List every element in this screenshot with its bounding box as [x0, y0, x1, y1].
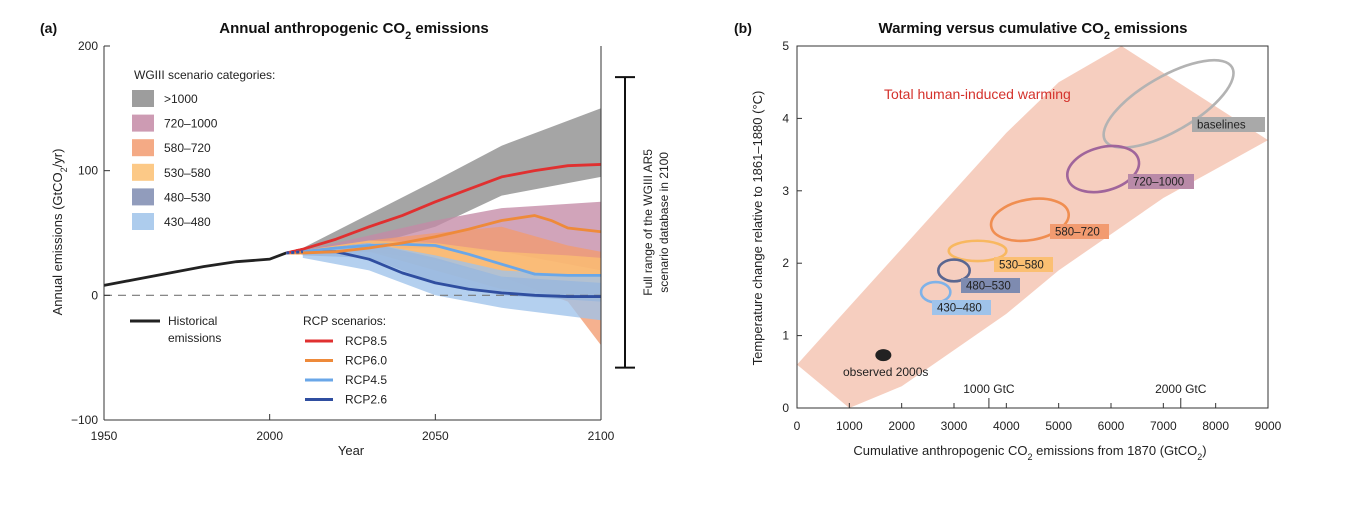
- tag-580-720: 580–720: [1055, 227, 1100, 239]
- xtick-label: 2050: [422, 429, 449, 443]
- tag-530-580: 530–580: [999, 260, 1044, 272]
- xtick-label: 7000: [1150, 419, 1177, 433]
- panel-a-label: (a): [40, 20, 57, 36]
- panel-a-title: Annual anthropogenic CO2 emissions: [219, 20, 489, 42]
- ytick-label: 0: [91, 288, 98, 302]
- band-1000: [302, 108, 601, 255]
- tag-430-480: 430–480: [937, 303, 982, 315]
- tag-bg-580-720: [1050, 224, 1109, 239]
- ytick-label: 1: [782, 329, 789, 343]
- xtick-label: 1000: [836, 419, 863, 433]
- legend-label-1000: >1000: [164, 92, 198, 106]
- ellipse-530-580: [947, 239, 1008, 263]
- legend-historical-label-1: Historical: [168, 314, 217, 328]
- tag-720-1000: 720–1000: [1133, 177, 1184, 189]
- gtc-tick-label: 2000 GtC: [1155, 382, 1207, 396]
- xtick-label: 1950: [91, 429, 118, 443]
- legend-label-rcp8-5: RCP8.5: [345, 334, 387, 348]
- historical-line: [103, 251, 287, 287]
- panel-b-title: Warming versus cumulative CO2 emissions: [878, 20, 1187, 42]
- ytick-label: 4: [782, 111, 789, 125]
- observed-label: observed 2000s: [843, 365, 928, 379]
- ytick-label: 2: [782, 256, 789, 270]
- band-label: Total human-induced warming: [884, 86, 1071, 102]
- xtick-label: 2100: [588, 429, 615, 443]
- tag-bg-530-580: [994, 257, 1053, 272]
- panel-a-ylabel: Annual emissions (GtCO2/yr): [50, 149, 69, 316]
- legend-swatch-580-720: [132, 139, 154, 157]
- range-annotation-2: scenario database in 2100: [657, 152, 671, 293]
- ytick-label: 3: [782, 184, 789, 198]
- panel-b-label: (b): [734, 20, 752, 36]
- ytick-label: 0: [782, 401, 789, 415]
- legend-label-480-530: 480–530: [164, 190, 211, 204]
- legend-swatch-430-480: [132, 213, 154, 230]
- legend-swatch-1000: [132, 90, 154, 107]
- panel-b-frame: [796, 45, 1269, 409]
- ellipse-720-1000: [1066, 144, 1141, 194]
- ytick-label: −100: [71, 413, 98, 427]
- tag-baselines: baselines: [1197, 120, 1246, 132]
- panel-b-plot: Total human-induced warming baselines 720–…: [782, 39, 1281, 433]
- xtick-label: 4000: [993, 419, 1020, 433]
- tag-bg-720-1000: [1128, 174, 1194, 189]
- ellipse-baselines: [1102, 58, 1235, 149]
- legend-swatch-480-530: [132, 188, 154, 206]
- xtick-label: 6000: [1098, 419, 1125, 433]
- xtick-label: 5000: [1045, 419, 1072, 433]
- tag-bg-480-530: [961, 278, 1020, 293]
- ytick-label: 5: [782, 39, 789, 53]
- panel-b-ylabel: Temperature change relative to 1861–1880…: [750, 91, 765, 366]
- line-rcp6-0: [286, 214, 602, 255]
- ytick-label: 100: [78, 164, 98, 178]
- xtick-label: 2000: [256, 429, 283, 443]
- tag-480-530: 480–530: [966, 281, 1011, 293]
- warming-band: [797, 46, 1268, 408]
- category-legend-title: WGIII scenario categories:: [134, 68, 275, 82]
- legend-swatch-530-580: [132, 163, 154, 181]
- xtick-label: 2000: [888, 419, 915, 433]
- ellipse-480-530: [936, 258, 971, 283]
- ellipse-580-720: [989, 197, 1070, 243]
- start-rcp2-6: [286, 250, 303, 255]
- observed-point: [875, 349, 892, 362]
- panel-b-xlabel: Cumulative anthropogenic CO2 emissions f…: [853, 443, 1206, 462]
- xtick-label: 3000: [941, 419, 968, 433]
- panel-a-plot: 1950 2000 2050 2100 −100 0 100 200 WGIII scenari…: [71, 39, 671, 443]
- xtick-label: 8000: [1202, 419, 1229, 433]
- tag-bg-430-480: [932, 300, 991, 315]
- legend-label-430-480: 430–480: [164, 215, 211, 229]
- range-annotation-1: Full range of the WGIII AR5: [641, 149, 655, 296]
- xtick-label: 9000: [1255, 419, 1282, 433]
- legend-swatch-720-1000: [132, 114, 154, 132]
- legend-label-720-1000: 720–1000: [164, 117, 218, 131]
- tag-bg-baselines: [1192, 117, 1265, 132]
- legend-label-580-720: 580–720: [164, 141, 211, 155]
- xtick-label: 0: [794, 419, 801, 433]
- rcp-legend-title: RCP scenarios:: [303, 314, 386, 328]
- line-rcp8-5: [285, 163, 602, 255]
- ytick-label: 200: [78, 39, 98, 53]
- legend-label-rcp4-5: RCP4.5: [345, 373, 387, 387]
- gtc-tick-label: 1000 GtC: [963, 382, 1015, 396]
- legend-label-rcp6-0: RCP6.0: [345, 354, 387, 368]
- line-rcp4-5: [286, 242, 601, 277]
- legend-label-rcp2-6: RCP2.6: [345, 393, 387, 407]
- legend-label-530-580: 530–580: [164, 166, 211, 180]
- legend-historical-label-2: emissions: [168, 331, 221, 345]
- panel-a-xlabel: Year: [338, 443, 365, 458]
